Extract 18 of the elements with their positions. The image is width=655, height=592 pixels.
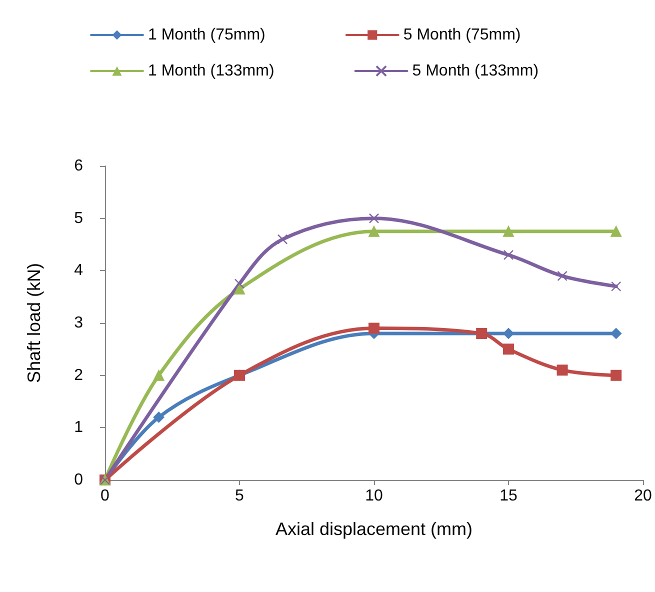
legend-label: 1 Month (133mm) [148,62,274,80]
y-tick-label: 4 [74,262,84,280]
x-tick-label: 5 [235,488,244,504]
y-tick-label: 5 [74,210,84,227]
y-tick-label: 6 [74,158,84,174]
y-tick-label: 1 [74,419,84,436]
legend-label: 5 Month (75mm) [403,26,521,44]
legend-label: 5 Month (133mm) [412,62,539,80]
x-tick-label: 15 [500,488,518,504]
x-tick-label: 10 [365,488,383,504]
legend-label: 1 Month (75mm) [148,26,266,44]
x-tick-label: 0 [100,488,110,504]
x-tick-label: 20 [634,488,652,504]
y-axis-title: Shaft load (kN) [24,262,44,384]
x-axis-title: Axial displacement (mm) [275,519,473,539]
y-tick-label: 3 [74,314,84,332]
y-tick-label: 0 [74,472,84,488]
y-tick-label: 2 [74,366,84,384]
